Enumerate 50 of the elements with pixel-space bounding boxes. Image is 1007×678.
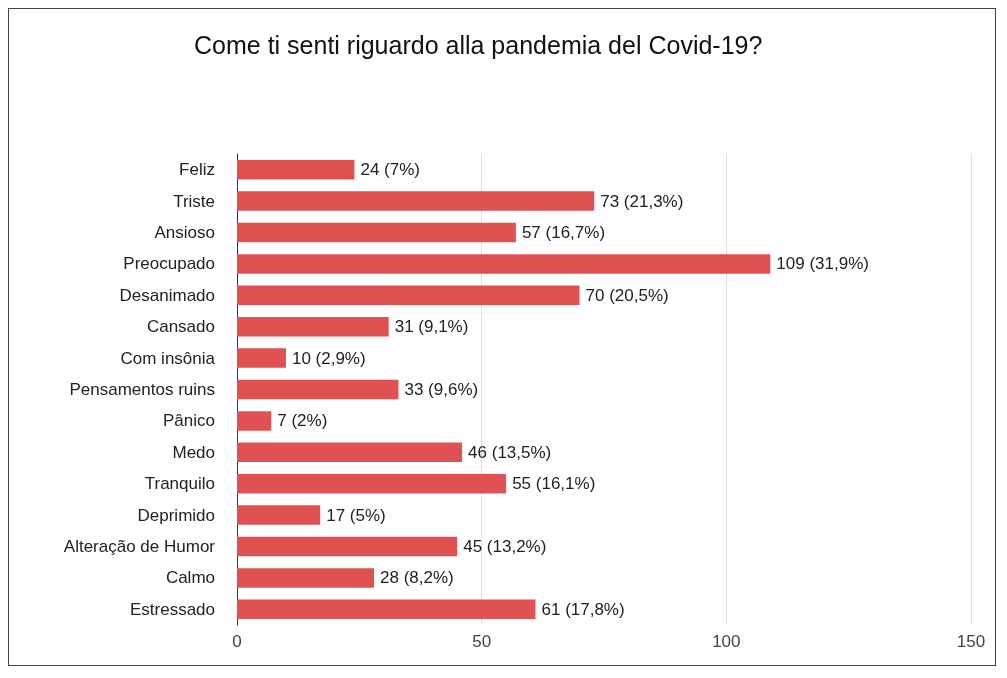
data-label: 61 (17,8%) bbox=[541, 599, 625, 619]
data-label: 57 (16,7%) bbox=[521, 223, 606, 242]
bar bbox=[237, 222, 516, 243]
bar bbox=[237, 568, 375, 588]
bar bbox=[237, 505, 321, 525]
y-tick-label: Ansioso bbox=[154, 223, 215, 242]
data-label: 10 (2,9%) bbox=[291, 348, 366, 368]
data-label: 46 (13,5%) bbox=[468, 442, 552, 462]
y-tick-label: Alteração de Humor bbox=[63, 537, 216, 556]
data-label: 24 (7%) bbox=[360, 160, 420, 180]
bar bbox=[237, 159, 355, 180]
x-tick-label: 50 bbox=[472, 632, 492, 651]
data-label: 31 (9,1%) bbox=[394, 317, 469, 337]
y-tick-label: Com insônia bbox=[120, 348, 216, 368]
y-tick-label: Estressado bbox=[129, 599, 215, 619]
y-tick-label: Calmo bbox=[165, 568, 215, 588]
bar bbox=[237, 599, 536, 620]
bar bbox=[237, 411, 272, 431]
y-tick-label: Feliz bbox=[179, 160, 215, 180]
bar bbox=[237, 254, 771, 274]
y-tick-label: Preocupado bbox=[123, 254, 215, 274]
data-label: 7 (2%) bbox=[277, 411, 328, 431]
data-label: 70 (20,5%) bbox=[585, 285, 669, 305]
bar bbox=[237, 191, 595, 211]
y-tick-label: Pensamentos ruins bbox=[69, 380, 215, 399]
data-label: 109 (31,9%) bbox=[776, 254, 869, 274]
bar bbox=[237, 316, 389, 337]
y-tick-label: Deprimido bbox=[137, 505, 215, 525]
bar bbox=[237, 536, 458, 557]
bar bbox=[237, 442, 463, 463]
y-tick-label: Pânico bbox=[163, 411, 215, 431]
y-tick-label: Triste bbox=[173, 191, 215, 211]
data-label: 73 (21,3%) bbox=[600, 191, 684, 211]
x-tick-label: 100 bbox=[712, 632, 741, 651]
y-tick-label: Cansado bbox=[146, 317, 215, 337]
y-tick-label: Desanimado bbox=[119, 285, 215, 305]
x-tick-label: 150 bbox=[956, 632, 986, 651]
bar bbox=[237, 379, 399, 400]
data-label: 45 (13,2%) bbox=[463, 537, 547, 556]
bar bbox=[237, 348, 286, 368]
x-tick-label: 0 bbox=[232, 632, 242, 651]
data-label: 33 (9,6%) bbox=[404, 380, 479, 399]
bar bbox=[237, 285, 580, 306]
bar bbox=[237, 473, 507, 494]
y-tick-label: Medo bbox=[172, 442, 215, 462]
data-label: 55 (16,1%) bbox=[512, 474, 596, 494]
chart-title: Come ti senti riguardo alla pandemia del Covid-19? bbox=[194, 30, 763, 59]
data-label: 17 (5%) bbox=[326, 505, 386, 525]
y-tick-label: Tranquilo bbox=[144, 474, 215, 494]
data-label: 28 (8,2%) bbox=[380, 568, 454, 588]
